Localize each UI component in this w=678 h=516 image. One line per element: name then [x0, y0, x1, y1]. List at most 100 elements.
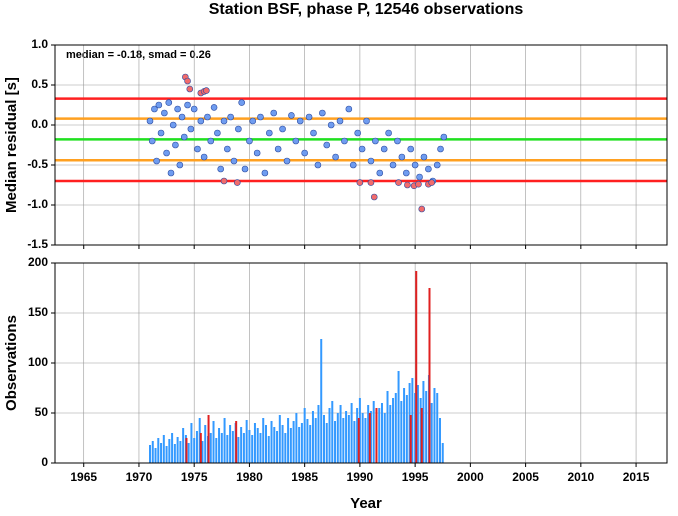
bar: [347, 415, 350, 463]
bar: [375, 408, 378, 463]
x-tick-label: 2005: [512, 470, 539, 484]
point: [323, 141, 331, 149]
bar: [394, 393, 397, 463]
y-axis-label: Observations: [3, 315, 20, 411]
point: [367, 157, 375, 165]
point: [404, 181, 411, 189]
y-tick-label: 1.0: [31, 37, 48, 51]
bar: [298, 427, 301, 463]
point: [274, 145, 282, 153]
point: [319, 109, 326, 117]
bar: [185, 438, 188, 463]
bar: [342, 418, 345, 463]
point: [174, 105, 181, 113]
point: [146, 117, 154, 125]
point: [402, 169, 410, 177]
bar: [428, 288, 431, 463]
bar: [309, 425, 312, 463]
bar: [187, 443, 190, 463]
x-tick-label: 2010: [567, 470, 594, 484]
point: [235, 125, 242, 133]
point: [292, 137, 300, 145]
bar: [173, 444, 176, 463]
point: [367, 179, 375, 186]
bar: [276, 431, 279, 463]
bar: [281, 425, 284, 463]
bar: [193, 438, 196, 463]
bar: [334, 421, 337, 463]
point: [336, 117, 344, 125]
y-tick-label: 200: [28, 255, 48, 269]
x-tick-label: 1975: [181, 470, 208, 484]
y-tick-label: -1.5: [27, 237, 48, 251]
bar: [245, 420, 248, 463]
y-tick-label: 50: [35, 405, 49, 419]
bar: [414, 393, 417, 463]
bar: [314, 418, 317, 463]
point: [279, 125, 286, 133]
point: [266, 129, 273, 137]
point: [270, 109, 278, 117]
point: [217, 165, 225, 173]
bar: [325, 423, 328, 463]
y-tick-label: 0.0: [31, 117, 48, 131]
bar: [160, 443, 163, 463]
x-tick-label: 1995: [402, 470, 429, 484]
point: [220, 117, 228, 125]
y-tick-label: -1.0: [27, 197, 48, 211]
bar: [317, 405, 320, 463]
point: [418, 205, 426, 213]
bar: [438, 418, 441, 463]
bar: [176, 437, 179, 463]
point: [363, 117, 370, 125]
point: [288, 112, 295, 119]
bar: [300, 423, 303, 463]
point: [148, 137, 156, 145]
y-tick-label: 150: [28, 305, 48, 319]
point: [395, 179, 402, 186]
bar: [240, 427, 243, 463]
point: [385, 129, 392, 137]
point: [433, 161, 441, 169]
bar: [416, 385, 419, 463]
point: [370, 193, 378, 201]
bar: [289, 428, 292, 463]
bar: [433, 388, 436, 463]
bar: [441, 443, 444, 463]
point: [207, 137, 215, 145]
bar: [408, 383, 411, 463]
point: [249, 117, 257, 125]
point: [227, 113, 234, 121]
bar: [157, 438, 160, 463]
x-tick-label: 1985: [291, 470, 318, 484]
bar: [190, 423, 193, 463]
point: [314, 161, 322, 169]
bar: [220, 433, 223, 463]
point: [163, 149, 170, 157]
point: [354, 129, 361, 137]
bar: [149, 445, 152, 463]
point: [301, 149, 308, 157]
bar: [182, 428, 185, 463]
bar: [339, 405, 342, 463]
bar: [204, 425, 207, 463]
bar: [212, 421, 215, 463]
point: [241, 165, 249, 173]
bar: [229, 425, 232, 463]
bar: [264, 425, 267, 463]
x-tick-label: 2015: [623, 470, 650, 484]
bar: [292, 421, 295, 463]
bar: [383, 413, 386, 463]
bar: [154, 448, 157, 463]
bar: [223, 418, 226, 463]
point: [151, 105, 158, 113]
bar: [411, 378, 414, 463]
bar: [372, 401, 375, 463]
bar: [380, 403, 383, 463]
bar: [400, 401, 403, 463]
bar: [151, 441, 154, 463]
bar: [425, 391, 428, 463]
point: [172, 141, 179, 149]
point: [194, 145, 201, 153]
bar: [357, 418, 360, 463]
